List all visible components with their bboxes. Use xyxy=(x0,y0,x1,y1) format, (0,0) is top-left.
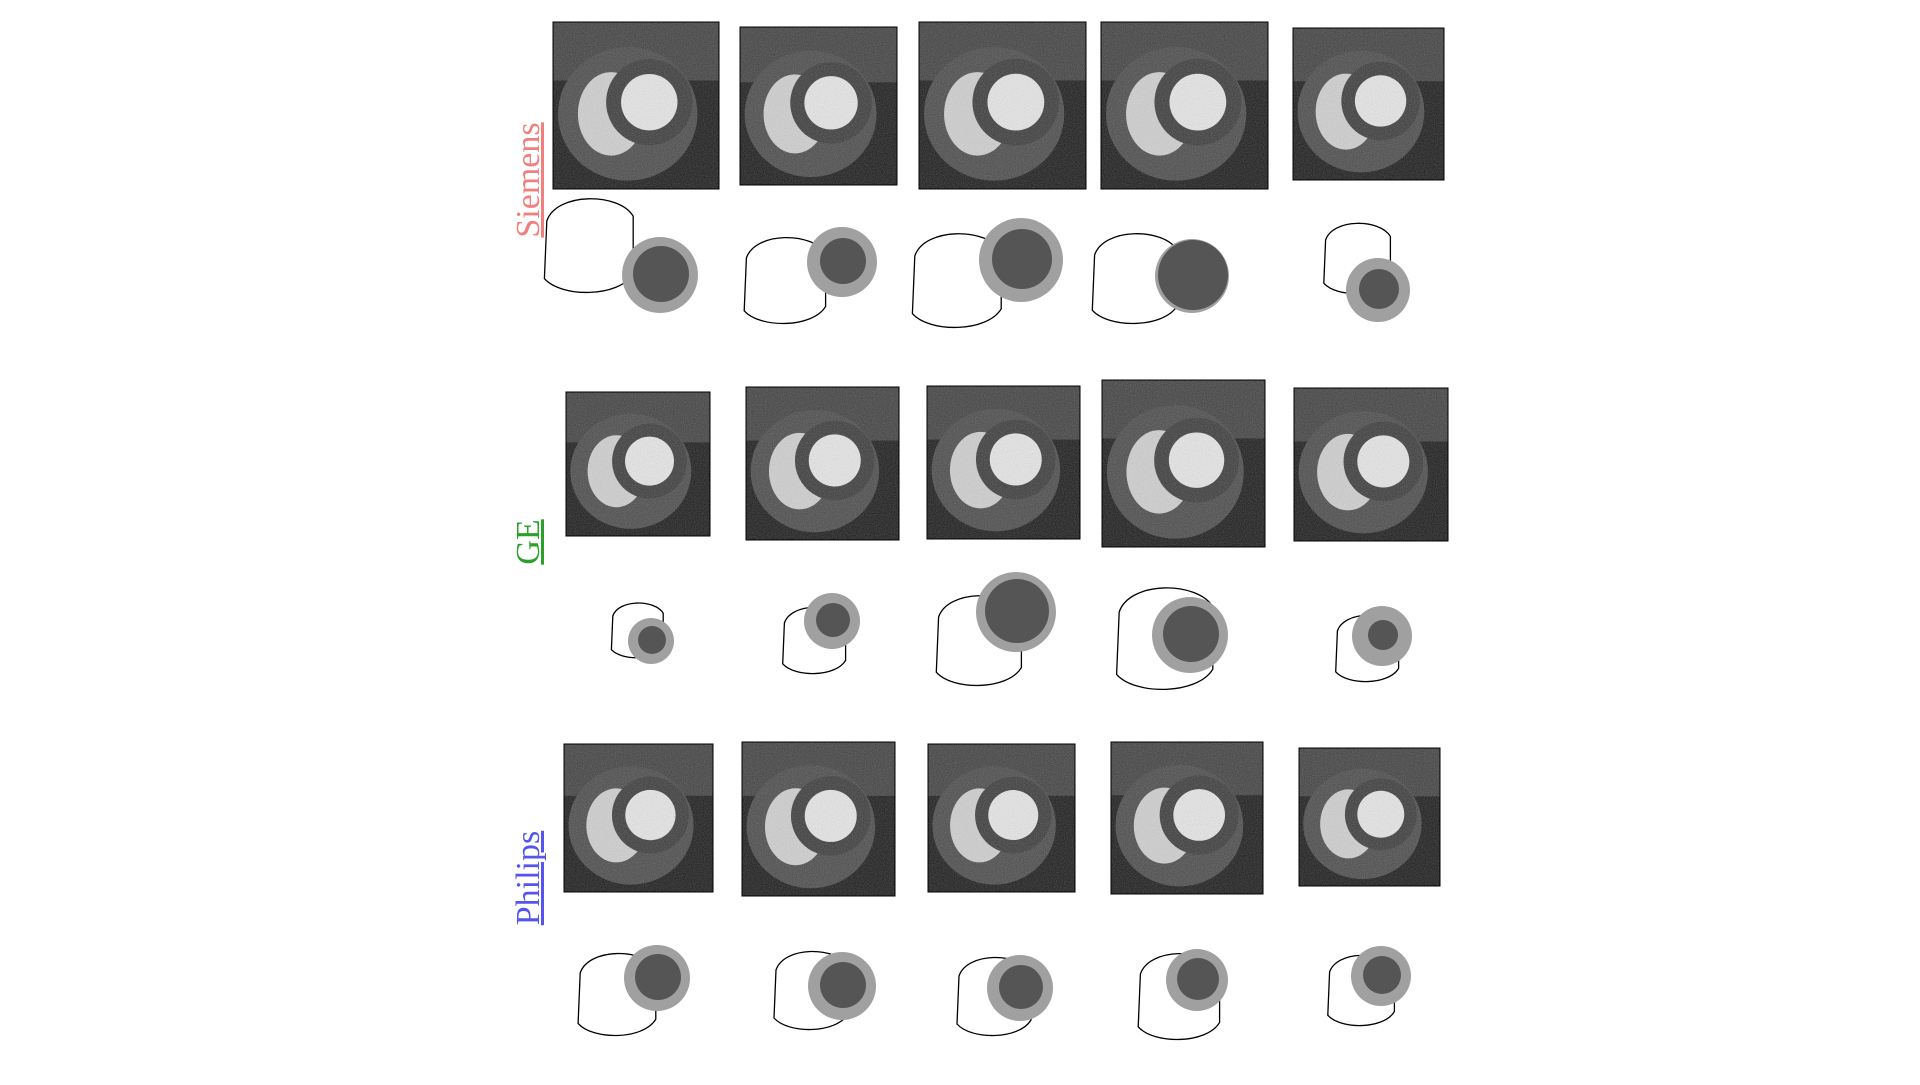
mri-scan-philips-3 xyxy=(927,743,1076,893)
segmentation-mask-ge-3 xyxy=(935,572,1056,687)
segmentation-mask-ge-2 xyxy=(782,593,860,675)
row-label-philips: Philips xyxy=(510,830,547,926)
row-label-siemens: Siemens xyxy=(510,122,547,238)
mri-scan-siemens-5 xyxy=(1292,27,1445,181)
mri-scan-siemens-2 xyxy=(739,26,898,186)
segmentation-mask-grid xyxy=(543,198,1412,1041)
mri-scan-grid xyxy=(552,21,1449,897)
mri-scan-ge-4 xyxy=(1101,379,1266,548)
mri-scan-philips-5 xyxy=(1298,747,1441,887)
segmentation-mask-ge-5 xyxy=(1335,606,1412,683)
segmentation-mask-siemens-2 xyxy=(743,227,877,325)
segmentation-mask-philips-3 xyxy=(956,955,1053,1037)
mri-scan-siemens-3 xyxy=(918,21,1087,190)
segmentation-mask-ge-4 xyxy=(1115,587,1228,691)
segmentation-mask-philips-2 xyxy=(773,950,876,1031)
mri-scan-philips-4 xyxy=(1110,741,1264,895)
row-label-ge: GE xyxy=(510,519,547,565)
mri-scan-ge-5 xyxy=(1293,387,1449,542)
segmentation-mask-siemens-5 xyxy=(1323,222,1410,322)
segmentation-mask-siemens-3 xyxy=(911,218,1063,329)
segmentation-mask-ge-1 xyxy=(610,602,674,664)
segmentation-mask-philips-4 xyxy=(1137,949,1228,1041)
segmentation-mask-siemens-1 xyxy=(543,198,698,313)
mri-scan-ge-3 xyxy=(926,385,1081,540)
mri-scan-philips-1 xyxy=(563,743,714,893)
mri-scan-siemens-4 xyxy=(1100,21,1269,190)
mri-scan-siemens-1 xyxy=(552,21,720,190)
segmentation-mask-philips-5 xyxy=(1327,946,1411,1027)
mri-scan-ge-2 xyxy=(745,386,900,541)
mri-scan-philips-2 xyxy=(741,741,896,897)
segmentation-mask-siemens-4 xyxy=(1091,233,1229,325)
segmentation-mask-philips-1 xyxy=(577,945,690,1037)
mri-scan-ge-1 xyxy=(565,391,711,537)
